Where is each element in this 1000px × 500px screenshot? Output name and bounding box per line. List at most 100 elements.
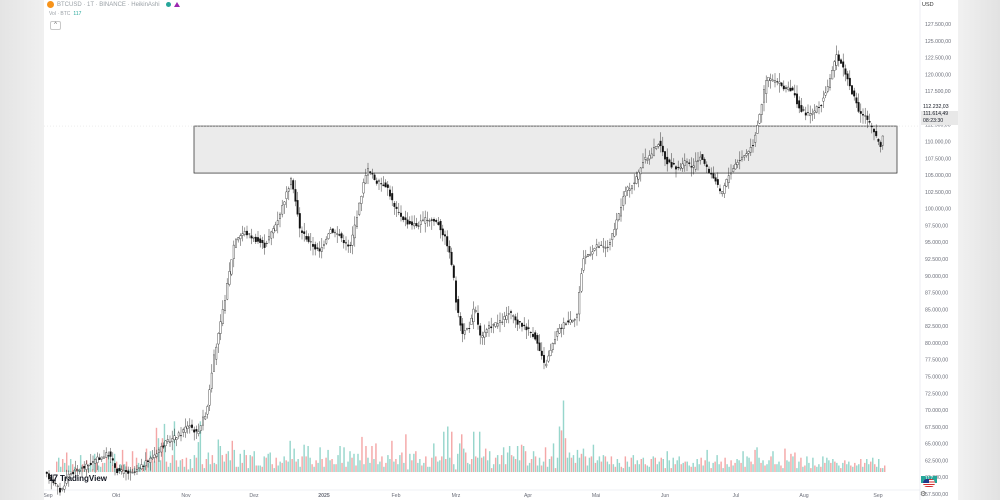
candle-body: [578, 292, 581, 315]
volume-bar: [319, 447, 321, 472]
volume-bar: [504, 464, 507, 472]
y-tick-label: 72.500,00: [925, 391, 948, 397]
candle-body: [149, 457, 152, 463]
candle-body: [312, 244, 314, 247]
candle-body: [125, 470, 127, 473]
tradingview-logo[interactable]: 17 TradingView: [49, 473, 107, 483]
candle-body: [547, 355, 550, 362]
candle-body: [877, 139, 880, 142]
candle-body: [560, 327, 563, 329]
candle-body: [342, 240, 345, 244]
candle-body: [384, 182, 387, 188]
volume-bar: [508, 446, 511, 472]
y-tick-label: 100.000,00: [925, 207, 951, 213]
volume-bar: [758, 457, 760, 472]
symbol-header[interactable]: BTCUSD · 1T · BINANCE · HeikinAshi: [47, 1, 180, 8]
candle-body: [488, 324, 490, 329]
candle-body: [140, 464, 143, 470]
candle-body: [712, 173, 715, 179]
candle-body: [263, 242, 266, 248]
volume-bar: [145, 448, 148, 472]
candle-body: [433, 219, 435, 222]
candle-body: [191, 424, 193, 428]
candle-body: [180, 434, 182, 437]
candle-body: [369, 171, 372, 173]
volume-bar: [471, 459, 473, 472]
currency-selector[interactable]: USD: [922, 2, 934, 8]
candle-body: [485, 329, 488, 333]
volume-bar: [191, 468, 194, 472]
candle-body: [70, 473, 72, 475]
chart-frame[interactable]: 127.500,00 125.000,00 122.500,00 120.000,00…: [44, 0, 958, 500]
volume-bar: [848, 461, 850, 472]
volume-bar: [185, 457, 188, 472]
candle-body: [490, 326, 493, 329]
volume-bar: [680, 464, 682, 472]
volume-bar: [684, 461, 686, 472]
candle-body: [250, 235, 253, 239]
candle-body: [626, 186, 629, 191]
volume-bar: [762, 460, 764, 472]
volume-bar: [427, 466, 429, 472]
collapse-legend-button[interactable]: ^: [50, 21, 61, 30]
volume-bar: [283, 456, 285, 472]
volume-bar: [273, 468, 275, 472]
candle-body: [175, 437, 178, 440]
candle-body: [851, 85, 853, 95]
volume-bar: [732, 465, 734, 472]
volume-bar: [556, 457, 559, 472]
volume-bar: [317, 462, 319, 472]
volume-bar: [630, 457, 633, 472]
volume-bar: [115, 461, 118, 472]
candle-body: [430, 219, 433, 221]
candle-body: [780, 82, 783, 86]
volume-bar: [259, 465, 261, 472]
candle-body: [138, 467, 141, 469]
y-tick-label: 75.000,00: [925, 375, 948, 381]
volume-bar: [153, 461, 156, 472]
volume-legend[interactable]: Vol · BTC 117: [49, 11, 81, 17]
y-tick-label: 62.500,00: [925, 458, 948, 464]
volume-bar: [570, 457, 573, 472]
candle-body: [664, 151, 666, 160]
candle-body: [479, 325, 482, 336]
candle-body: [545, 363, 548, 367]
candle-body: [628, 188, 631, 191]
candle-body: [769, 78, 772, 81]
candle-body: [186, 425, 189, 429]
volume-bar: [734, 462, 736, 472]
candle-body: [424, 217, 427, 224]
volume-bar: [253, 451, 255, 472]
candle-body: [316, 247, 319, 249]
countdown-label: 08:23:30: [921, 118, 958, 125]
candle-body: [67, 473, 70, 480]
candle-body: [307, 236, 310, 242]
y-tick-label: 107.500,00: [925, 156, 951, 162]
volume-bar: [722, 468, 724, 472]
price-chart[interactable]: 127.500,00 125.000,00 122.500,00 120.000,00…: [44, 0, 958, 500]
volume-bar: [864, 462, 866, 472]
candle-body: [309, 241, 312, 243]
candle-body: [435, 220, 438, 222]
candle-body: [576, 314, 578, 318]
candle-body: [791, 87, 794, 91]
volume-bar: [696, 459, 698, 472]
volume-bar: [237, 466, 239, 472]
volume-bar: [109, 461, 112, 472]
candle-body: [292, 180, 295, 190]
volume-bar: [664, 468, 666, 472]
volume-bar: [880, 468, 882, 472]
volume-bar: [536, 465, 539, 472]
volume-bar: [820, 466, 822, 472]
candle-body: [400, 212, 402, 217]
volume-bar: [79, 455, 82, 472]
volume-bar: [347, 461, 349, 472]
candle-body: [380, 183, 383, 185]
candle-body: [688, 162, 691, 164]
settings-gear-icon[interactable]: ⚙: [920, 491, 927, 498]
volume-bar: [542, 461, 545, 472]
volume-bar: [449, 457, 451, 472]
candle-body: [804, 112, 807, 116]
volume-bar: [465, 452, 467, 472]
candle-body: [853, 90, 856, 97]
